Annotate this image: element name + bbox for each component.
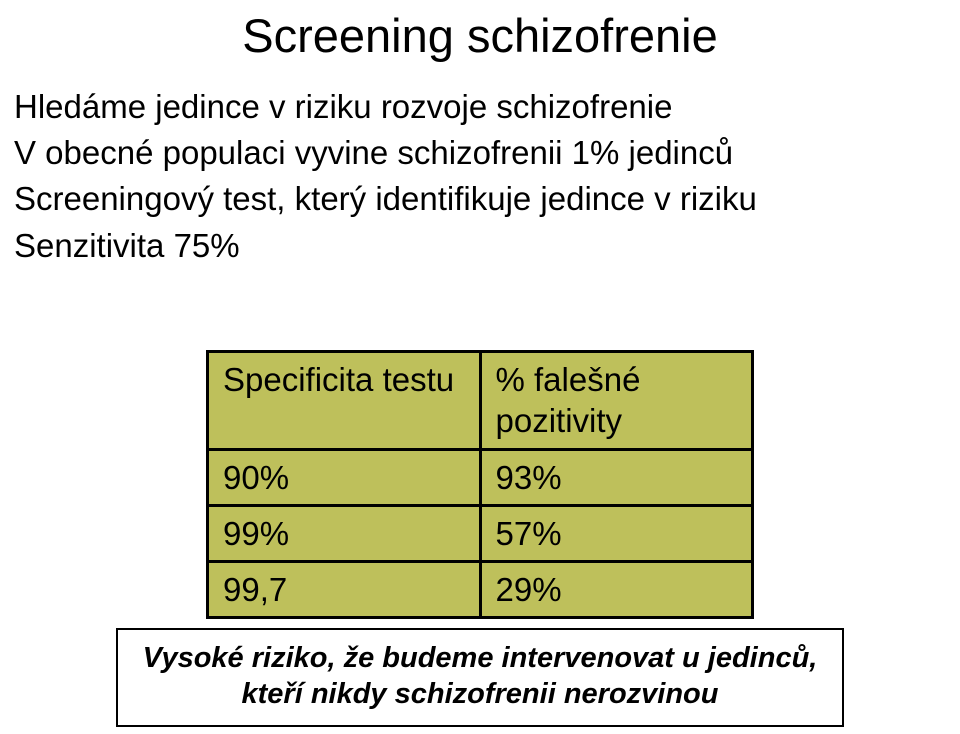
body-text: Hledáme jedince v riziku rozvoje schizof… [14, 86, 946, 271]
table-row: 99% 57% [208, 505, 753, 561]
header-specificity: Specificita testu [208, 352, 481, 450]
cell-specificity: 99,7 [208, 562, 481, 618]
table-row: 90% 93% [208, 449, 753, 505]
body-line-1: Hledáme jedince v riziku rozvoje schizof… [14, 86, 946, 128]
cell-specificity: 99% [208, 505, 481, 561]
cell-false-positive: 29% [480, 562, 753, 618]
specificity-table: Specificita testu % falešné pozitivity 9… [206, 350, 754, 619]
callout-line-2: kteří nikdy schizofrenii nerozvinou [128, 676, 832, 712]
body-line-3: Screeningový test, který identifikuje je… [14, 178, 946, 220]
cell-false-positive: 93% [480, 449, 753, 505]
table-header-row: Specificita testu % falešné pozitivity [208, 352, 753, 450]
slide: Screening schizofrenie Hledáme jedince v… [0, 0, 960, 734]
callout-line-1: Vysoké riziko, že budeme intervenovat u … [128, 640, 832, 676]
body-line-4: Senzitivita 75% [14, 225, 946, 267]
cell-specificity: 90% [208, 449, 481, 505]
body-line-2: V obecné populaci vyvine schizofrenii 1%… [14, 132, 946, 174]
table-row: 99,7 29% [208, 562, 753, 618]
table-container: Specificita testu % falešné pozitivity 9… [206, 350, 754, 619]
cell-false-positive: 57% [480, 505, 753, 561]
callout-box: Vysoké riziko, že budeme intervenovat u … [116, 628, 844, 727]
slide-title: Screening schizofrenie [0, 8, 960, 63]
header-false-positive: % falešné pozitivity [480, 352, 753, 450]
